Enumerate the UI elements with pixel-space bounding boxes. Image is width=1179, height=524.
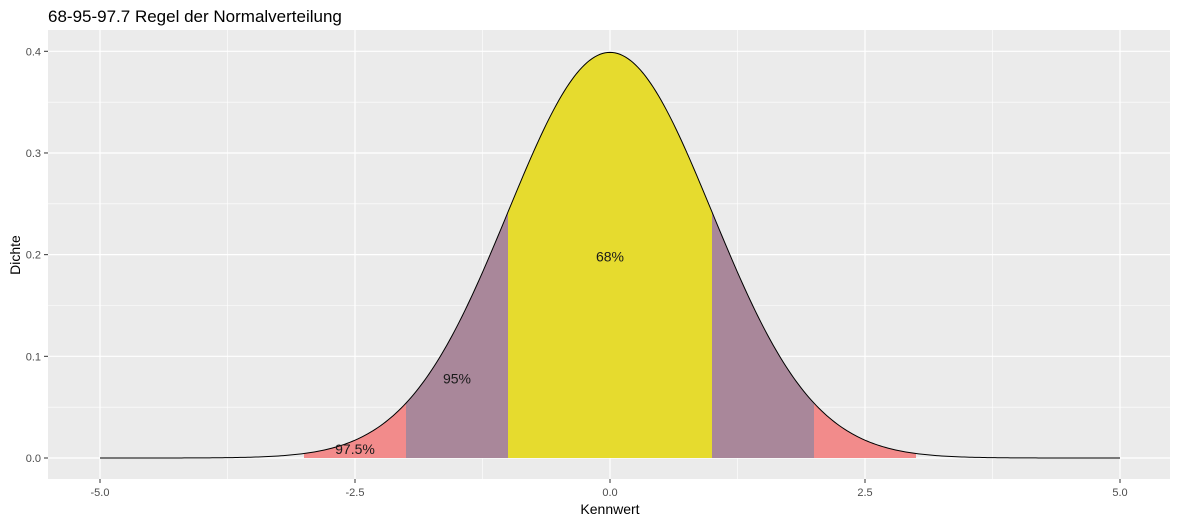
x-tick-label: 5.0 [1112,487,1127,499]
chart-title: 68-95-97.7 Regel der Normalverteilung [48,7,342,26]
y-tick-label: 0.1 [26,351,41,363]
region-label: 68% [596,249,624,265]
x-tick-label: -2.5 [346,487,365,499]
region-label: 97.5% [335,441,375,457]
y-tick-label: 0.0 [26,453,41,465]
shaded-region [814,403,916,458]
y-tick-label: 0.4 [26,46,41,58]
x-axis-title: Kennwert [580,501,639,517]
shaded-region [304,403,406,458]
x-tick-label: -5.0 [91,487,110,499]
y-tick-label: 0.2 [26,250,41,262]
density-curve [100,51,1120,459]
shaded-region [508,52,712,458]
y-tick-label: 0.3 [26,148,41,160]
y-axis-ticks: 0.0 0.1 0.2 0.3 0.4 [26,46,48,465]
x-tick-label: 2.5 [857,487,872,499]
x-tick-label: 0.0 [602,487,617,499]
shaded-regions [304,52,916,458]
x-axis-ticks: -5.0 -2.5 0.0 2.5 5.0 [91,479,1128,499]
y-axis-title: Dichte [7,235,23,275]
region-label: 95% [443,371,471,387]
region-annotations: 68% 95% 97.5% [335,249,624,457]
